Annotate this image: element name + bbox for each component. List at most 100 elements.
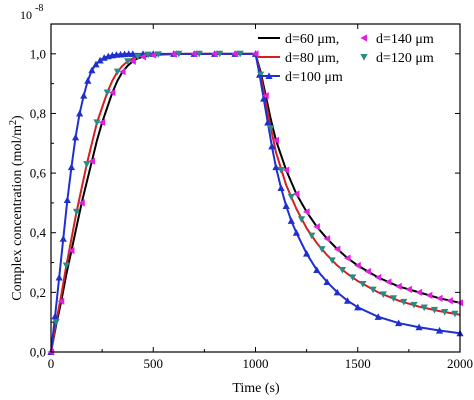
data-point <box>72 208 81 216</box>
data-point <box>420 304 428 312</box>
data-point <box>88 157 95 165</box>
y-exponent-base: 10 <box>20 8 32 22</box>
data-point <box>374 313 382 320</box>
data-point <box>369 286 377 294</box>
data-point <box>415 288 423 296</box>
data-point <box>282 166 290 174</box>
series-4 <box>47 50 464 356</box>
data-point <box>55 273 63 281</box>
data-point <box>446 297 453 305</box>
data-point <box>108 88 116 97</box>
data-point <box>88 66 96 74</box>
data-point <box>451 310 459 318</box>
data-point <box>395 319 403 327</box>
y-tick-label: 0,0 <box>30 345 46 360</box>
plot-background <box>51 24 460 352</box>
data-point <box>76 109 84 117</box>
data-point <box>51 312 59 320</box>
data-point <box>71 133 80 141</box>
data-point <box>313 266 321 274</box>
data-point <box>139 53 147 61</box>
legend-marker <box>265 72 273 80</box>
data-point <box>257 71 265 79</box>
x-tick-label: 1500 <box>345 356 371 371</box>
data-point <box>129 50 137 57</box>
y-tick-label: 0,6 <box>30 166 47 181</box>
data-point <box>435 294 443 302</box>
data-point <box>83 161 91 168</box>
data-point <box>292 190 300 198</box>
data-point <box>425 291 433 299</box>
data-point <box>435 326 444 334</box>
plot-area <box>51 24 460 352</box>
data-point <box>415 323 423 331</box>
data-point <box>96 56 104 64</box>
data-point <box>272 163 280 171</box>
data-point <box>118 68 126 76</box>
data-point <box>195 50 203 58</box>
data-point <box>349 274 357 282</box>
data-point <box>144 51 152 59</box>
data-point <box>405 285 412 293</box>
data-point <box>149 51 157 59</box>
y-axis-title-group: Complex concentration (mol/m2) <box>8 115 25 301</box>
y-axis-title-close: ) <box>10 115 25 120</box>
x-tick-label: 1000 <box>243 356 269 371</box>
data-point <box>92 60 100 68</box>
data-point <box>297 216 306 223</box>
data-point <box>113 68 122 76</box>
y-axis-title-sup: 2 <box>8 120 19 125</box>
legend-entry: d=120 μm <box>360 51 434 66</box>
data-point <box>323 235 331 243</box>
data-point <box>338 266 347 274</box>
data-point <box>57 297 65 305</box>
data-point <box>236 50 244 58</box>
data-point <box>395 282 402 290</box>
data-point <box>251 50 259 58</box>
legend-entry: d=140 μm <box>360 32 434 47</box>
data-point <box>62 262 70 270</box>
data-point <box>384 278 392 286</box>
legend-entry: d=80 μm, <box>258 51 339 66</box>
data-point <box>354 261 361 270</box>
data-point <box>272 136 280 144</box>
legend-label: d=120 μm <box>376 51 434 66</box>
data-point <box>216 50 224 58</box>
data-point <box>354 303 362 311</box>
y-tick-label: 1,0 <box>30 46 46 61</box>
legend-entry: d=100 μm <box>258 70 343 85</box>
data-point <box>129 57 136 65</box>
data-point <box>67 247 75 255</box>
data-point <box>389 295 398 302</box>
x-tick-label: 0 <box>48 356 55 371</box>
data-point <box>343 254 351 262</box>
data-point <box>84 77 92 84</box>
ticks-layer: 0 500 1000 1500 2000 0,0 0,2 0,4 0,6 0,8 1,0 <box>30 23 473 371</box>
data-point <box>175 50 183 58</box>
data-point <box>93 119 101 126</box>
data-point <box>343 297 352 304</box>
data-point <box>287 193 295 201</box>
data-point <box>410 301 418 309</box>
x-tick-label: 500 <box>144 356 164 371</box>
data-point <box>268 142 276 150</box>
data-point <box>333 245 341 253</box>
data-point <box>98 118 106 126</box>
legend-entry: d=60 μm, <box>258 32 339 47</box>
data-point <box>67 163 76 171</box>
data-point <box>264 118 272 126</box>
legend-marker <box>360 53 368 61</box>
data-point <box>277 184 285 192</box>
legend-marker <box>360 34 368 42</box>
legend: d=60 μm, d=140 μm d=80 μm, d=120 μm d=100 μm <box>258 32 434 85</box>
x-axis-title: Time (s) <box>232 381 280 396</box>
data-point <box>103 89 111 97</box>
data-point <box>374 273 382 282</box>
data-point <box>328 257 336 265</box>
data-point <box>379 291 387 299</box>
data-point <box>303 250 311 257</box>
y-exponent-power: -8 <box>35 3 43 14</box>
data-point <box>52 319 60 326</box>
y-tick-label: 0,4 <box>30 225 47 240</box>
